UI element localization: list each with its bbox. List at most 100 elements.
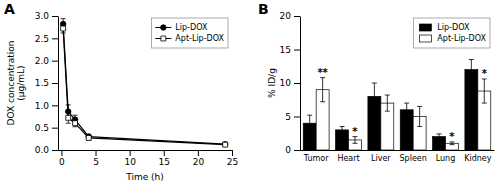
point [222, 141, 228, 147]
tick-label: 0 [285, 145, 291, 155]
panel: A05101520250.00.51.01.52.02.53.0Time (h)… [4, 1, 238, 182]
axis-title: % ID/g [267, 68, 277, 98]
tick: 0.0 [35, 145, 58, 155]
tick-label: 0.5 [35, 123, 49, 133]
error-bar [66, 112, 71, 123]
tick-label: 20 [193, 157, 205, 167]
error-bar [449, 142, 454, 145]
tick-label: Liver [371, 154, 391, 163]
error-bar [437, 134, 442, 139]
tick: 1.0 [35, 101, 58, 111]
tick: Tumor [303, 154, 329, 163]
error-bar [482, 79, 487, 103]
tick: 20 [280, 11, 300, 21]
legend-swatch [419, 24, 431, 31]
legend-swatch [419, 35, 431, 42]
tick-mark [232, 150, 233, 156]
tick: Kidney [464, 154, 492, 163]
legend-item: Apt-Lip-DOX [155, 34, 224, 43]
tick-label: 25 [227, 157, 238, 167]
error-bar [372, 83, 377, 110]
point [66, 115, 71, 120]
error-bar [417, 106, 422, 126]
point [73, 121, 78, 126]
error-bar [86, 136, 91, 140]
legend-label: Lip-DOX [437, 23, 470, 32]
plot-area [303, 60, 491, 150]
tick: 0.5 [35, 123, 58, 133]
error-bar [385, 95, 390, 111]
axis-title: Time (h) [125, 172, 164, 182]
axis-title: DOX concentration(μg/mL) [6, 41, 26, 126]
tick-label: 10 [124, 157, 136, 167]
figure: A05101520250.00.51.01.52.02.53.0Time (h)… [0, 0, 500, 184]
error-bar [340, 127, 345, 134]
legend-frame [151, 18, 228, 48]
annotation: ** [317, 67, 328, 78]
legend: Lip-DOX Apt-Lip-DOX [413, 18, 490, 48]
axis-line [301, 150, 495, 151]
tick: 1.5 [35, 78, 58, 88]
point [86, 135, 91, 140]
point [61, 26, 66, 31]
legend-item: Apt-Lip-DOX [419, 34, 486, 43]
tick: 10 [280, 78, 300, 88]
tick: Liver [371, 154, 391, 163]
tick-mark [52, 16, 58, 17]
error-bar [307, 115, 312, 131]
tick-mark [52, 38, 58, 39]
tick: 15 [159, 150, 170, 167]
tick-label: 1.0 [35, 101, 50, 111]
tick: 10 [124, 150, 136, 167]
point [223, 142, 228, 147]
axis-line [300, 17, 301, 151]
axis: 0 5 10 15 20 [280, 11, 301, 155]
tick-label: 20 [280, 11, 292, 21]
annotation: * [449, 131, 455, 142]
tick-mark [294, 117, 300, 118]
tick-label: 3.0 [35, 11, 50, 21]
tick-label: Lung [436, 154, 456, 163]
tick-label: Kidney [464, 154, 492, 163]
axis-line [58, 17, 59, 151]
legend-label: Apt-Lip-DOX [175, 34, 224, 43]
legend: Lip-DOX Apt-Lip-DOX [151, 18, 228, 48]
tick-mark [52, 61, 58, 62]
axis: 0.00.51.01.52.02.53.0 [35, 11, 59, 155]
annotation: * [352, 126, 358, 137]
tick: Lung [436, 154, 456, 163]
tick-mark [294, 16, 300, 17]
tick-label: Tumor [303, 154, 329, 163]
legend-marker [161, 25, 167, 31]
error-bar [73, 120, 78, 127]
tick-mark [52, 128, 58, 129]
tick-label: 2.5 [35, 34, 49, 44]
tick: 25 [227, 150, 238, 167]
tick-label: 15 [280, 45, 291, 55]
tick: 3.0 [35, 11, 58, 21]
tick-mark [52, 150, 58, 151]
tick-label: 0 [59, 157, 65, 167]
plot-area [60, 19, 228, 147]
error-bar [61, 24, 66, 33]
error-bar [469, 60, 474, 80]
axis-line [59, 150, 233, 151]
tick-label: 0.0 [35, 145, 50, 155]
tick-mark [130, 150, 131, 156]
tick-mark [96, 150, 97, 156]
tick-mark [198, 150, 199, 156]
tick: Heart [337, 154, 359, 163]
error-bar [404, 103, 409, 116]
legend-item: Lip-DOX [419, 23, 470, 32]
axis: Tumor Heart Liver Spleen Lung Kidney [301, 151, 495, 163]
legend-item: Lip-DOX [155, 23, 208, 32]
legend-marker [161, 36, 166, 41]
annotation: * [482, 68, 488, 79]
tick: 15 [280, 45, 300, 55]
tick: Spleen [400, 154, 427, 163]
panel-title: B [258, 1, 269, 17]
tick-mark [52, 83, 58, 84]
tick: 20 [193, 150, 205, 167]
error-bar [320, 78, 325, 102]
tick: 5 [285, 112, 300, 122]
